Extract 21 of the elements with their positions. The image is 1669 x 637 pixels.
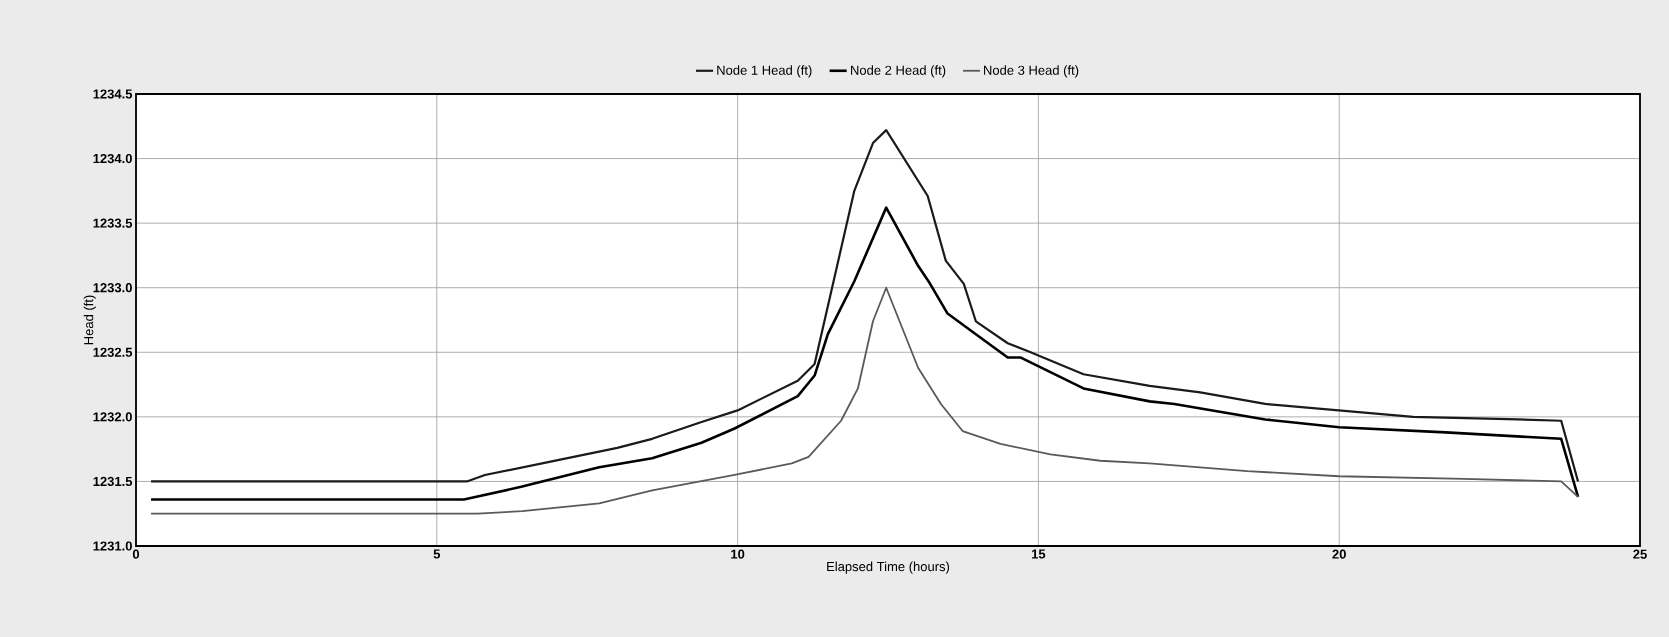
y-tick-label: 1232.5 (93, 347, 133, 357)
y-tick-label: 1233.0 (93, 283, 132, 293)
x-tick-label: 5 (433, 549, 441, 559)
x-axis-title: Elapsed Time (hours) (827, 561, 950, 574)
legend-label: Node 1 Head (ft) (717, 65, 812, 78)
x-tick-label: 0 (132, 549, 140, 559)
x-tick-label: 10 (731, 549, 745, 559)
legend-label: Node 3 Head (ft) (984, 65, 1079, 78)
line-series (149, 206, 1580, 501)
x-tick-label: 20 (1332, 549, 1346, 559)
y-tick-label: 1234.0 (93, 153, 132, 164)
y-axis-title: Head (ft) (83, 295, 96, 345)
x-tick-label: 25 (1633, 549, 1647, 559)
x-tick-label: 15 (1031, 549, 1046, 559)
line-series (150, 286, 1579, 515)
y-tick-label: 1231.0 (93, 541, 132, 551)
legend-label: Node 2 Head (ft) (851, 65, 946, 78)
y-tick-label: 1232.0 (93, 412, 132, 422)
y-tick-label: 1231.5 (93, 476, 133, 487)
y-tick-label: 1233.5 (93, 218, 133, 228)
y-tick-label: 1234.5 (93, 89, 133, 99)
